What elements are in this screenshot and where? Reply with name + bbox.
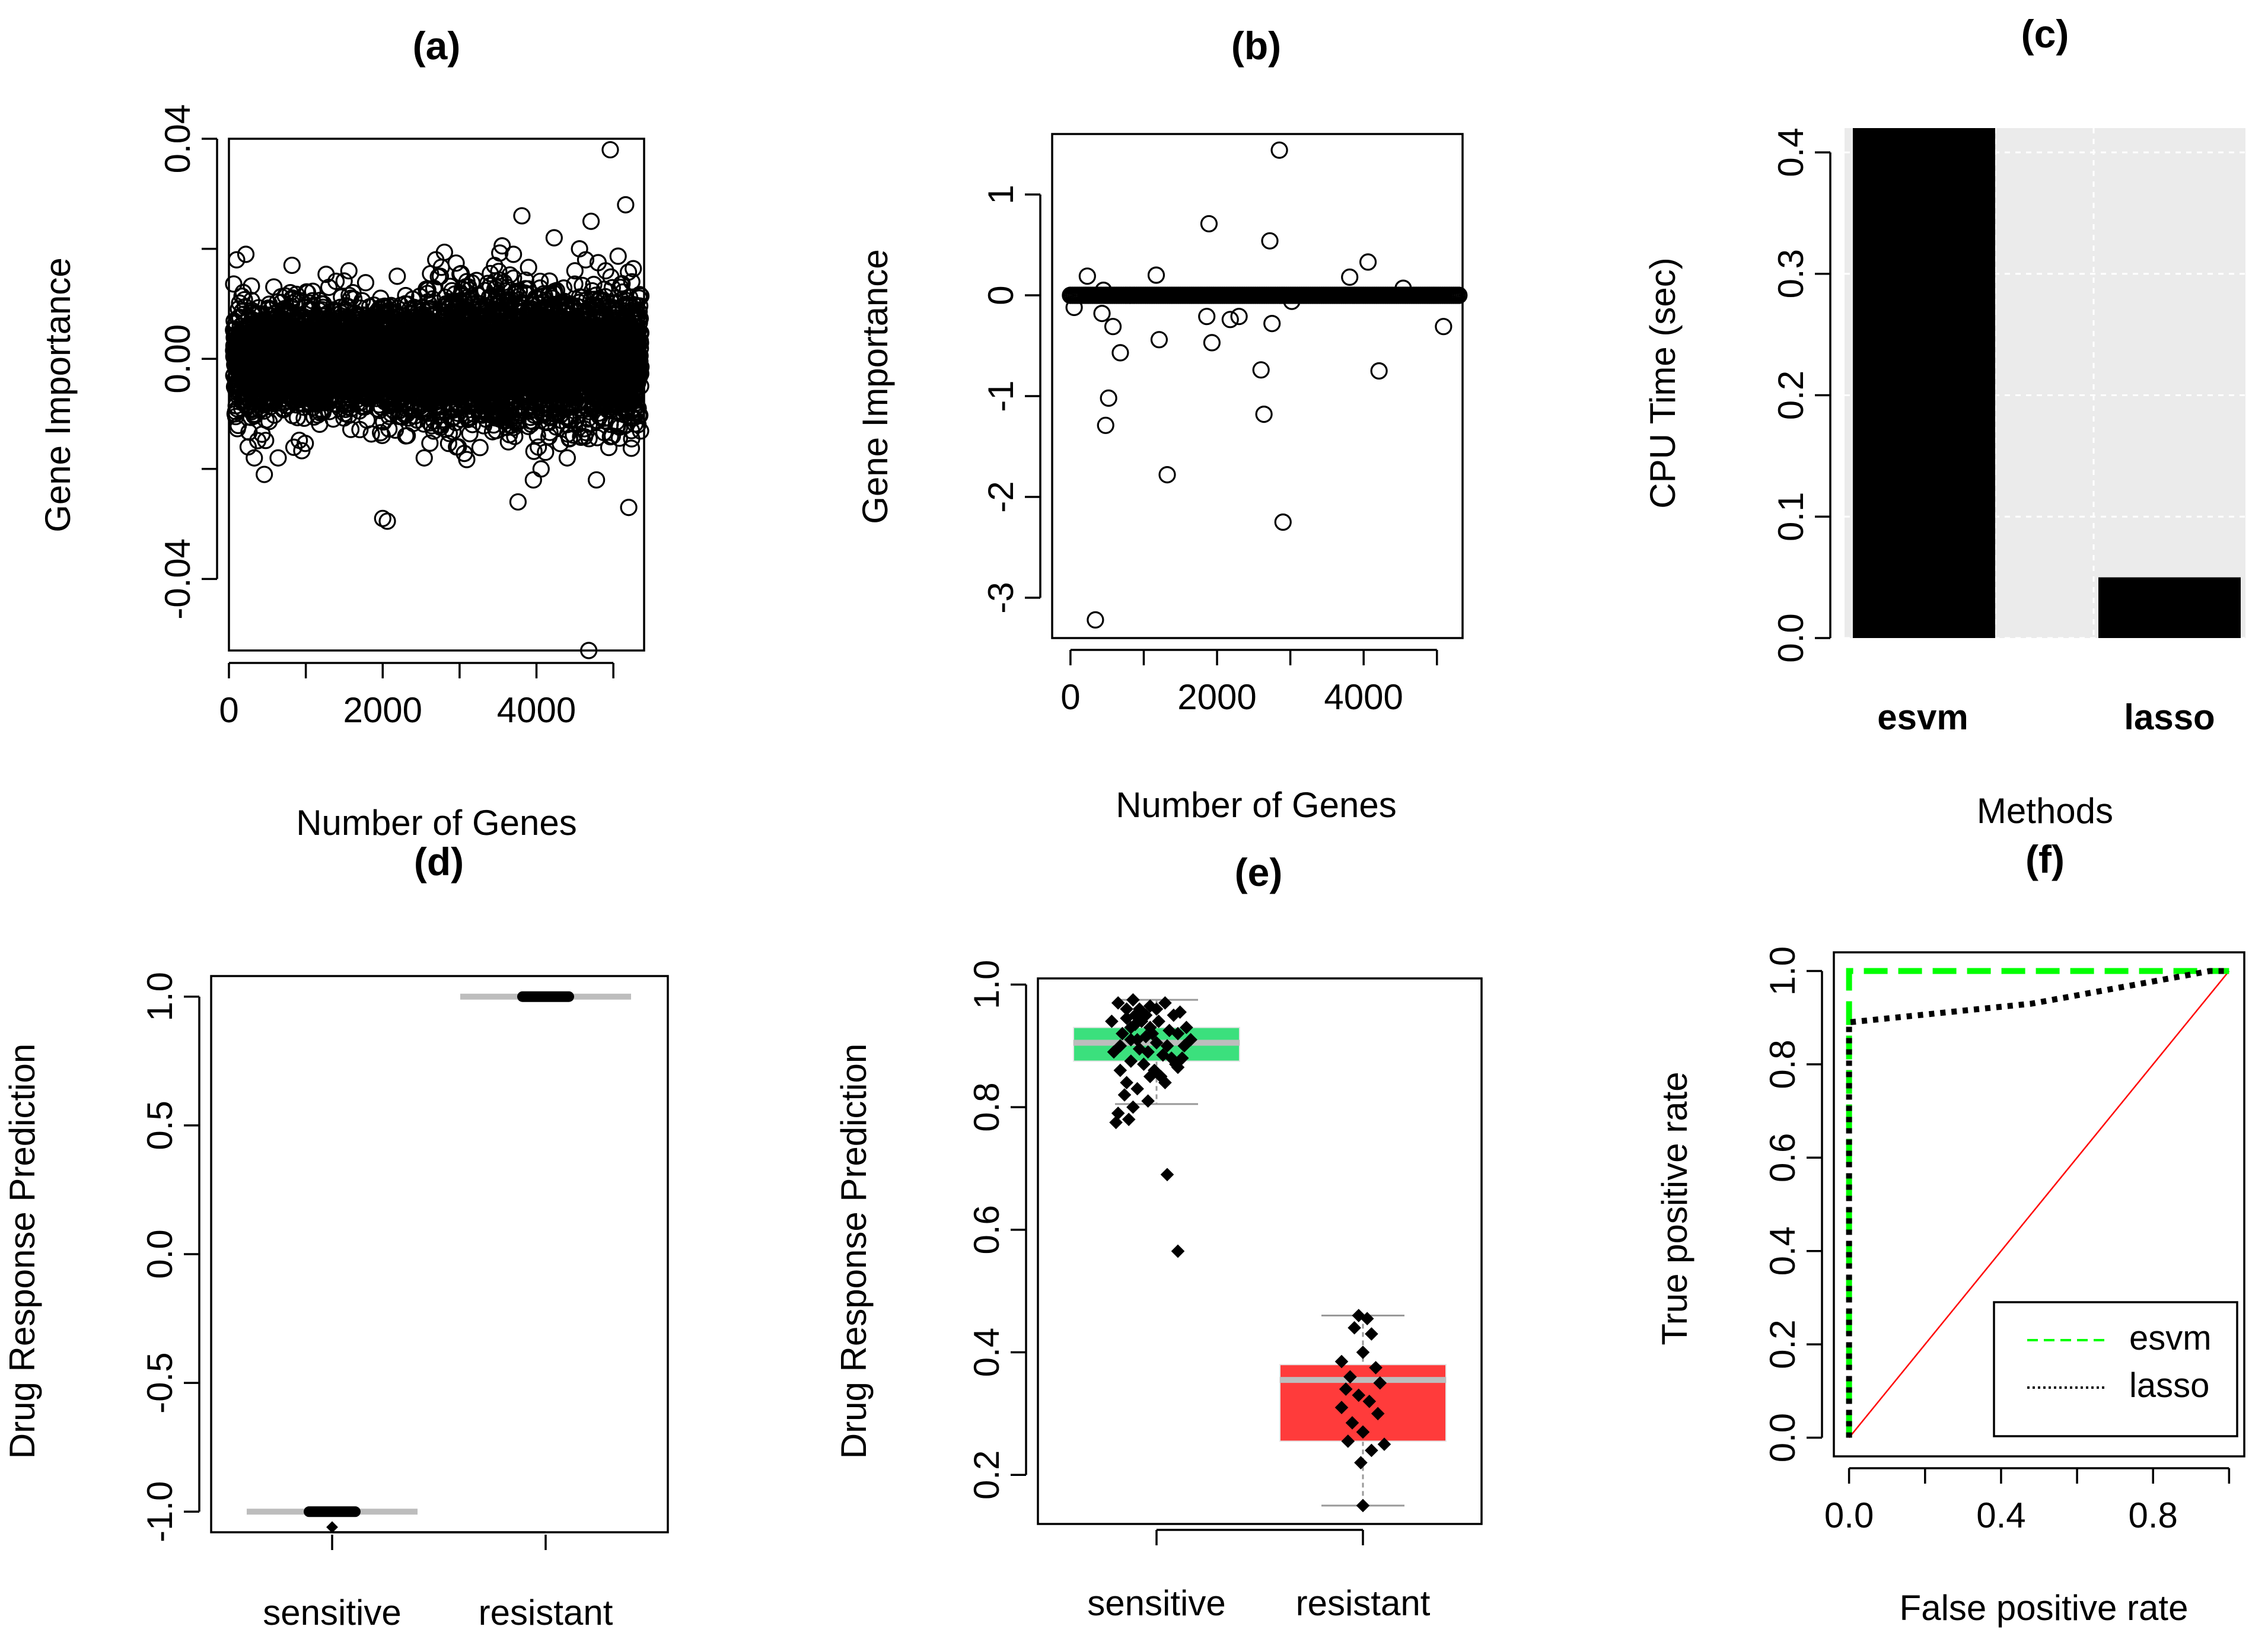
- data-point: [342, 420, 360, 438]
- data-point: [243, 277, 260, 295]
- data-point: [356, 274, 375, 292]
- data-point: [388, 267, 406, 285]
- data-point: [257, 432, 275, 449]
- data-point: [288, 409, 306, 426]
- data-point: [461, 425, 479, 442]
- data-point: [297, 435, 314, 452]
- data-point: [471, 439, 489, 457]
- data-point: [225, 275, 243, 293]
- panel-title: (a): [413, 24, 461, 68]
